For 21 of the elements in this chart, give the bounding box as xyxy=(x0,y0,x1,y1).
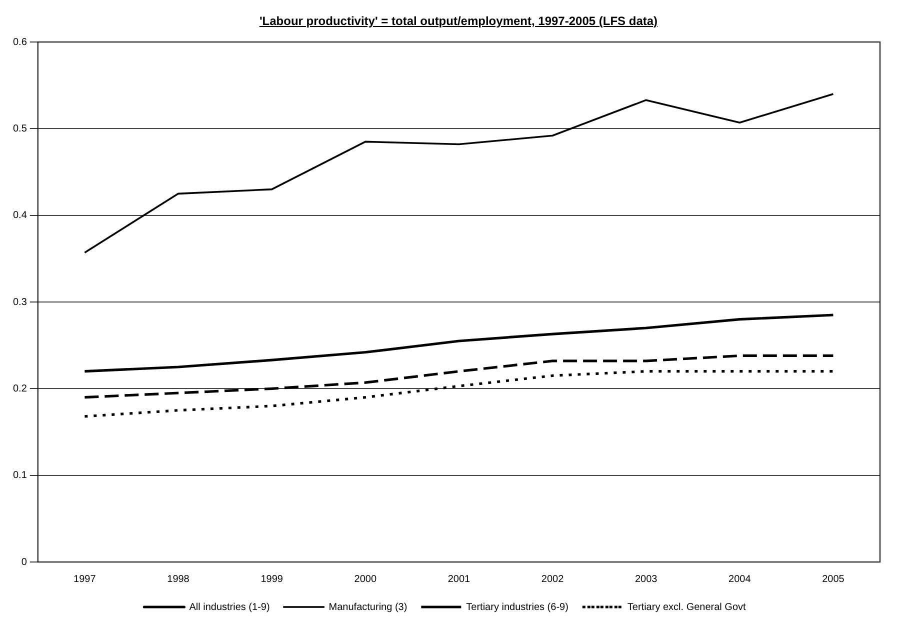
y-tick-label: 0.2 xyxy=(12,383,28,394)
legend-label: Tertiary excl. General Govt xyxy=(627,602,746,613)
x-tick-label: 1999 xyxy=(260,574,284,585)
x-tick-label: 2004 xyxy=(728,574,752,585)
legend-label: Tertiary industries (6-9) xyxy=(466,602,568,613)
y-tick-label: 0.5 xyxy=(12,123,28,134)
x-tick-label: 2000 xyxy=(354,574,377,585)
legend-label: All industries (1-9) xyxy=(189,602,270,613)
y-tick-label: 0.6 xyxy=(12,36,28,48)
x-tick-label: 2001 xyxy=(448,574,471,585)
y-tick-label: 0 xyxy=(21,556,28,568)
x-tick-label: 2003 xyxy=(634,574,658,585)
y-tick-label: 0.4 xyxy=(12,210,28,222)
legend-label: Manufacturing (3) xyxy=(328,602,408,613)
y-tick-label: 0.3 xyxy=(12,296,28,308)
x-tick-label: 2005 xyxy=(822,574,845,585)
x-tick-label: 1997 xyxy=(74,574,96,585)
x-tick-label: 1998 xyxy=(167,574,190,585)
y-tick-label: 0.1 xyxy=(12,470,28,482)
x-tick-label: 2002 xyxy=(541,574,564,585)
chart-title: 'Labour productivity' = total output/employment, 1997-2005 (LFS data) xyxy=(258,14,659,28)
